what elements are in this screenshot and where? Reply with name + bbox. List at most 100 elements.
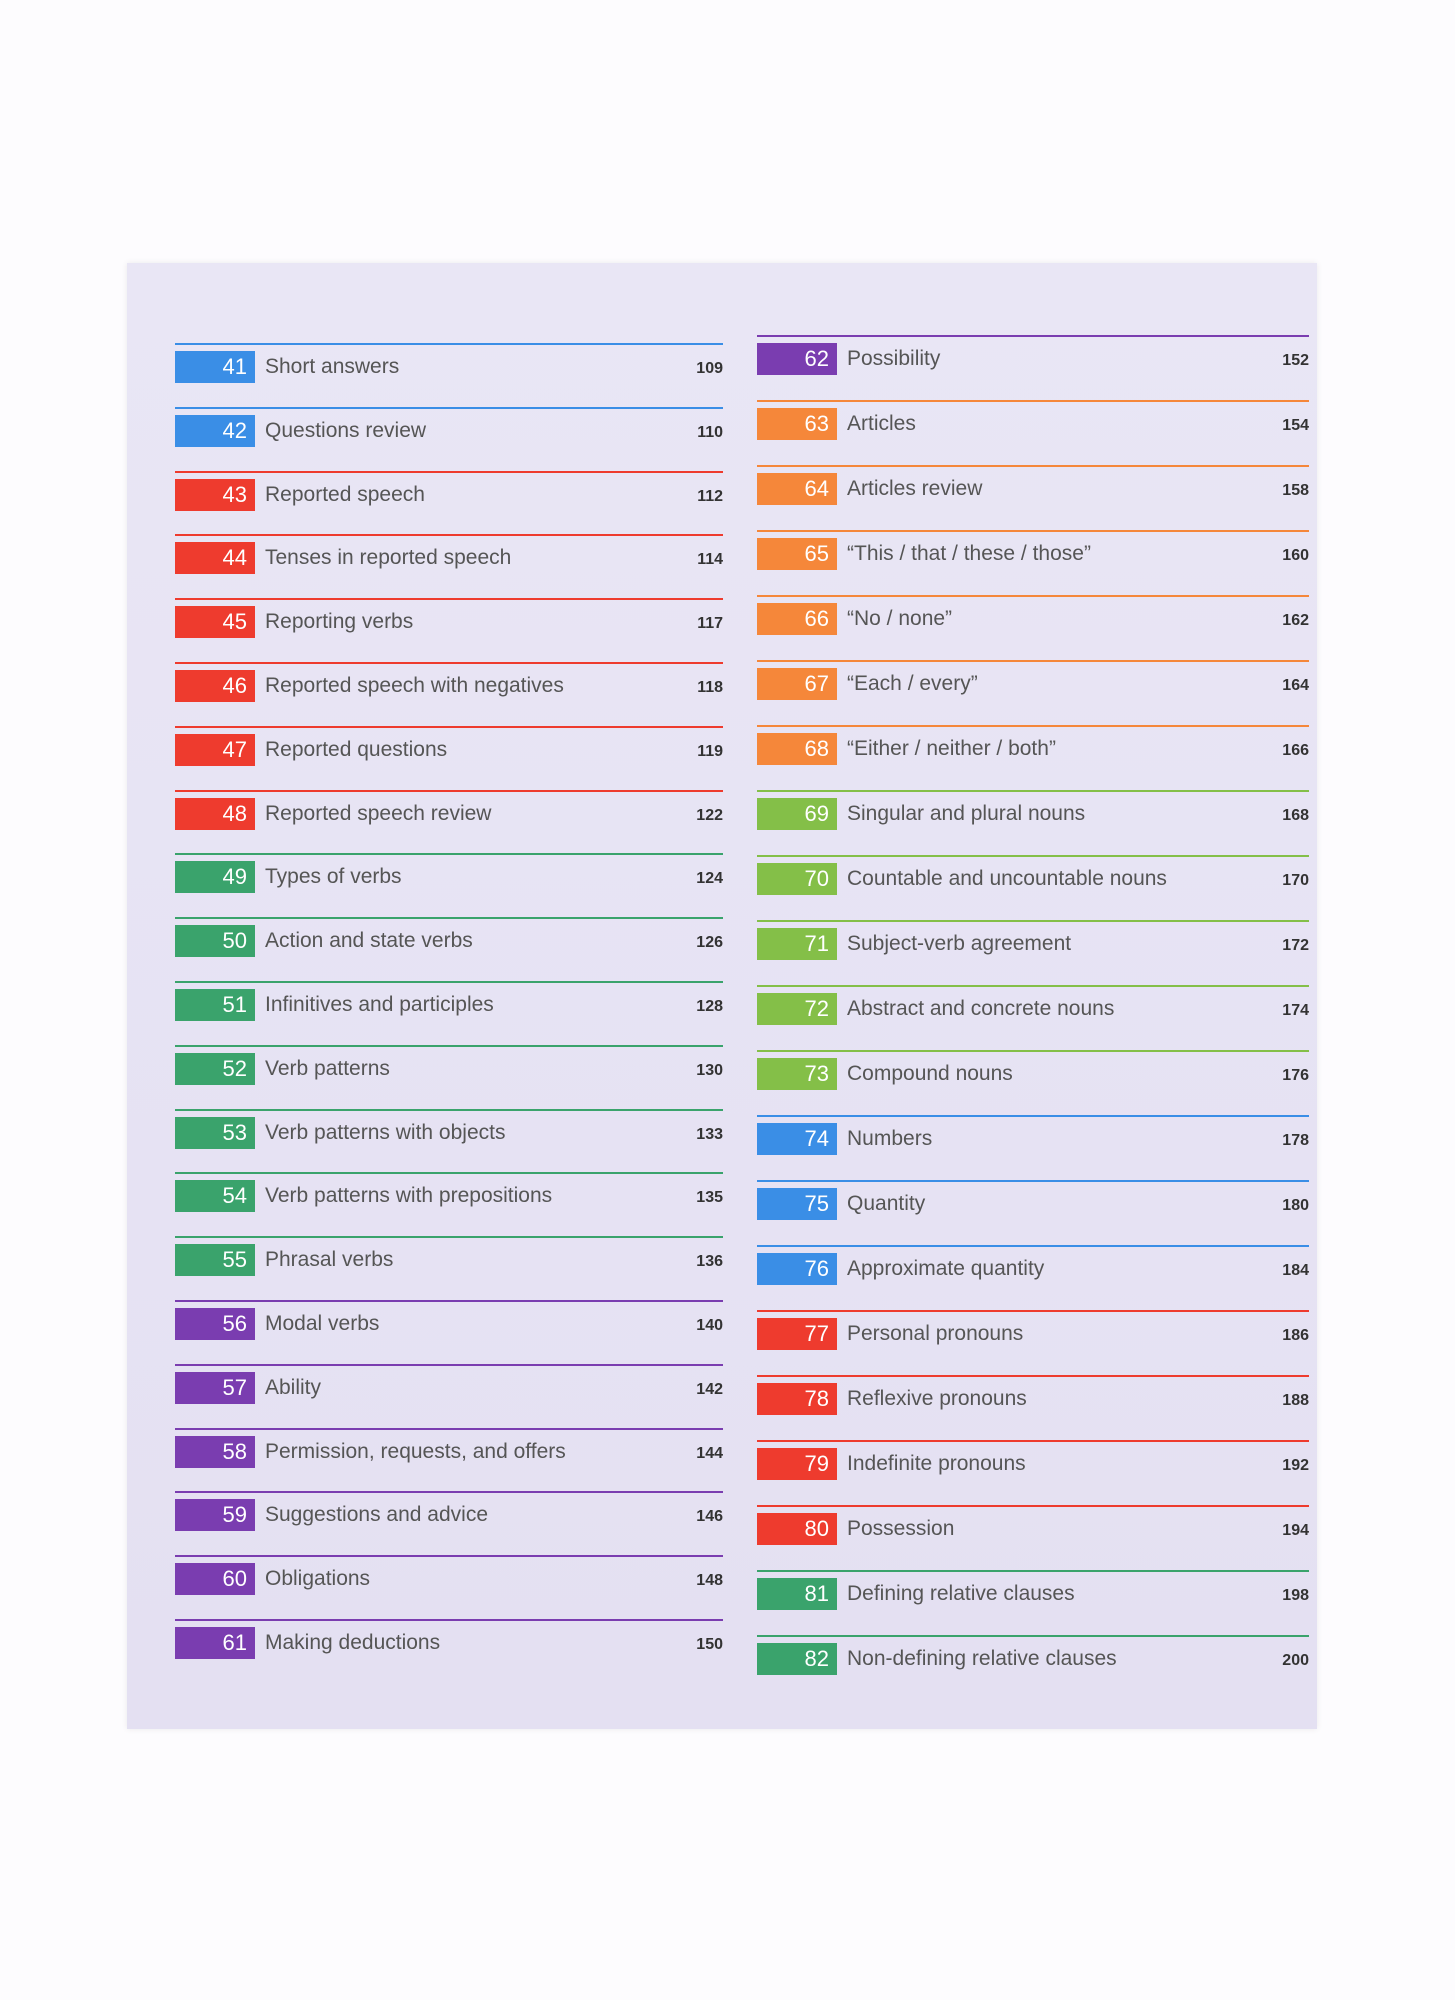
toc-entry: 49 Types of verbs 124	[175, 853, 723, 894]
chapter-title: Indefinite pronouns	[847, 1452, 1026, 1475]
chapter-number: 48	[175, 797, 255, 830]
page-number: 135	[696, 1189, 723, 1207]
page-number: 144	[696, 1444, 723, 1462]
rule-line	[175, 1044, 723, 1047]
toc-entry: 68 “Either / neither / both” 166	[757, 725, 1309, 765]
chapter-title: Personal pronouns	[847, 1322, 1024, 1345]
page-number: 142	[696, 1380, 723, 1398]
toc-entry: 78 Reflexive pronouns 188	[757, 1375, 1309, 1415]
chapter-number: 66	[757, 603, 837, 635]
chapter-number: 76	[757, 1253, 837, 1285]
chapter-title: Defining relative clauses	[847, 1582, 1075, 1605]
chapter-number: 49	[175, 861, 255, 894]
rule-line	[757, 465, 1309, 467]
rule-line	[757, 1375, 1309, 1377]
chapter-number: 70	[757, 863, 837, 895]
page-number: 110	[697, 423, 723, 441]
rule-line	[757, 1505, 1309, 1507]
chapter-title: Verb patterns with objects	[265, 1120, 506, 1144]
chapter-title: “Each / every”	[847, 672, 978, 695]
chapter-title: Singular and plural nouns	[847, 802, 1086, 825]
chapter-title: Numbers	[847, 1127, 933, 1150]
toc-entry: 52 Verb patterns 130	[175, 1044, 723, 1085]
chapter-title: Infinitives and participles	[265, 993, 494, 1016]
toc-entry: 61 Making deductions 150	[175, 1619, 723, 1659]
rule-line	[757, 985, 1309, 987]
toc-entry: 62 Possibility 152	[757, 335, 1309, 375]
chapter-title: Verb patterns with prepositions	[265, 1184, 553, 1208]
page-number: 192	[1282, 1457, 1309, 1474]
chapter-title: Possession	[847, 1517, 955, 1540]
rule-line	[757, 1180, 1309, 1182]
rule-line	[757, 1050, 1309, 1052]
rule-line	[175, 406, 723, 409]
chapter-number: 46	[175, 670, 255, 702]
book-page: 41 Short answers 109 42 Questions review 110 4…	[127, 263, 1317, 1729]
chapter-title: Approximate quantity	[847, 1257, 1045, 1280]
rule-line	[757, 1570, 1309, 1572]
rule-line	[757, 595, 1309, 597]
chapter-number: 59	[175, 1499, 255, 1532]
page-number: 119	[697, 742, 723, 760]
page-number: 160	[1282, 547, 1309, 564]
rule-line	[175, 1619, 723, 1621]
page-number: 184	[1282, 1262, 1309, 1279]
page-number: 128	[696, 998, 723, 1015]
chapter-number: 58	[175, 1435, 255, 1468]
chapter-title: “This / that / these / those”	[847, 542, 1091, 565]
chapter-title: Reported speech with negatives	[265, 674, 564, 697]
toc-entry: 43 Reported speech 112	[175, 470, 723, 511]
chapter-title: Subject-verb agreement	[847, 932, 1072, 955]
chapter-number: 55	[175, 1244, 255, 1277]
chapter-title: Ability	[265, 1375, 322, 1399]
rule-line	[175, 1363, 723, 1366]
page-number: 154	[1282, 417, 1309, 434]
toc-entry: 72 Abstract and concrete nouns 174	[757, 985, 1309, 1025]
rule-line	[757, 660, 1309, 662]
toc-entry: 41 Short answers 109	[175, 343, 723, 383]
chapter-number: 45	[175, 606, 255, 639]
rule-line	[175, 1300, 723, 1302]
page-number: 140	[696, 1317, 723, 1334]
toc-entry: 81 Defining relative clauses 198	[757, 1570, 1309, 1610]
toc-entry: 65 “This / that / these / those” 160	[757, 530, 1309, 570]
chapter-title: Suggestions and advice	[265, 1503, 488, 1527]
page-number: 178	[1282, 1132, 1309, 1149]
toc-entry: 45 Reporting verbs 117	[175, 598, 723, 639]
rule-line	[175, 534, 723, 537]
chapter-title: Verb patterns	[265, 1056, 390, 1080]
chapter-number: 54	[175, 1180, 255, 1213]
toc-entry: 79 Indefinite pronouns 192	[757, 1440, 1309, 1480]
page-number: 168	[1282, 807, 1309, 824]
page-number: 133	[696, 1125, 723, 1143]
rule-line	[757, 530, 1309, 532]
page-number: 148	[696, 1572, 723, 1590]
chapter-number: 69	[757, 798, 837, 830]
chapter-number: 82	[757, 1643, 837, 1675]
chapter-title: Abstract and concrete nouns	[847, 997, 1115, 1020]
chapter-title: Compound nouns	[847, 1062, 1013, 1085]
rule-line	[175, 1236, 723, 1239]
chapter-title: “No / none”	[847, 607, 953, 630]
rule-line	[757, 920, 1309, 922]
chapter-title: Questions review	[265, 418, 427, 442]
toc-entry: 66 “No / none” 162	[757, 595, 1309, 635]
rule-line	[757, 1440, 1309, 1442]
toc-entry: 42 Questions review 110	[175, 406, 723, 447]
page-number: 118	[697, 679, 723, 696]
toc-entry: 53 Verb patterns with objects 133	[175, 1108, 723, 1149]
toc-entry: 59 Suggestions and advice 146	[175, 1491, 723, 1532]
chapter-title: Articles	[847, 412, 916, 435]
chapter-title: Tenses in reported speech	[265, 546, 512, 570]
chapter-title: Articles review	[847, 477, 983, 500]
toc-entry: 54 Verb patterns with prepositions 135	[175, 1172, 723, 1213]
chapter-number: 43	[175, 478, 255, 511]
rule-line	[757, 1245, 1309, 1247]
page-number: 158	[1282, 482, 1309, 499]
toc-entry: 82 Non-defining relative clauses 200	[757, 1635, 1309, 1675]
chapter-number: 44	[175, 542, 255, 575]
rule-line	[757, 1310, 1309, 1312]
page-number: 194	[1282, 1522, 1309, 1539]
chapter-title: Types of verbs	[265, 865, 402, 889]
